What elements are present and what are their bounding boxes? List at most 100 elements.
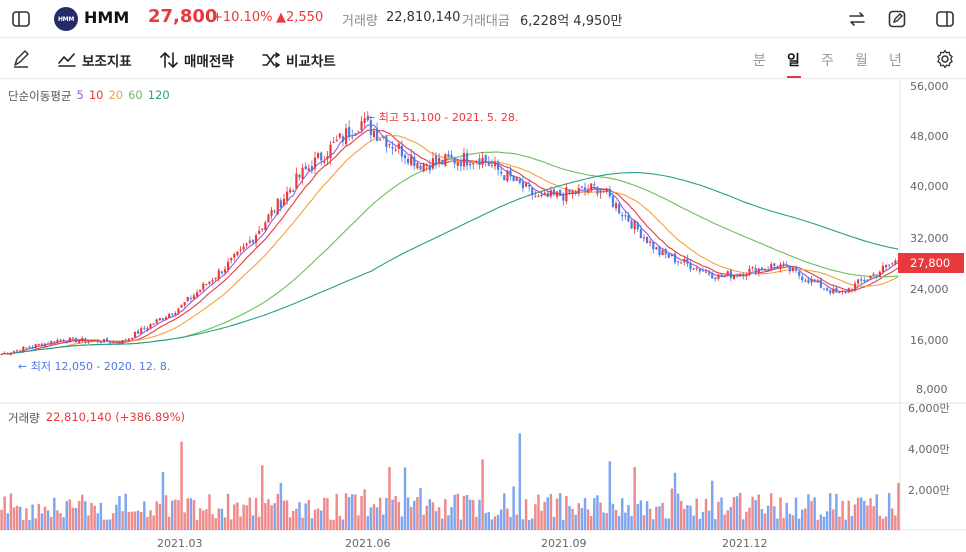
candle-body: [168, 313, 171, 318]
candle-body: [34, 344, 37, 349]
volume-bar: [711, 480, 714, 530]
volume-bar: [391, 499, 394, 530]
candle-body: [205, 284, 208, 286]
volume-bar: [285, 500, 289, 530]
volume-bar: [9, 493, 13, 530]
volume-bar: [850, 515, 854, 530]
volume-bar: [732, 497, 736, 530]
volume-bar: [577, 503, 581, 530]
candle-body: [847, 288, 850, 293]
candle-body: [565, 187, 568, 202]
candle-body: [549, 190, 552, 197]
candle-body: [363, 118, 366, 123]
settings-gear-icon[interactable]: [934, 48, 956, 70]
candle-body: [161, 318, 165, 320]
volume-bar: [481, 459, 484, 530]
candle-body: [81, 338, 84, 342]
volume-bar: [462, 495, 466, 530]
volume-bar: [62, 517, 65, 530]
compare-chart-button[interactable]: 비교차트: [262, 50, 336, 70]
sort-arrows-icon: [160, 52, 178, 68]
candle-body: [242, 246, 245, 250]
volume-bar: [801, 509, 804, 530]
volume-bar: [189, 498, 193, 530]
volume-bar: [555, 498, 559, 530]
volume-bar: [422, 514, 425, 530]
indicators-button[interactable]: 보조지표: [58, 50, 132, 70]
volume-bar: [521, 519, 525, 530]
period-week[interactable]: 주: [821, 53, 834, 69]
volume-bar: [791, 515, 795, 530]
candle-body: [326, 156, 329, 160]
period-month[interactable]: 월: [855, 53, 868, 69]
volume-bar: [835, 493, 838, 530]
volume-bar: [316, 508, 320, 530]
price-axis-tick: 32,000: [910, 232, 949, 245]
volume-bar: [751, 496, 754, 530]
candle-body: [888, 264, 891, 266]
drawing-pen-icon[interactable]: [10, 48, 32, 70]
compare-chart-label: 비교차트: [286, 54, 336, 70]
volume-bar: [347, 497, 351, 530]
volume-bar: [562, 520, 565, 530]
volume-bar: [658, 506, 661, 530]
volume-bar: [788, 513, 792, 530]
volume-bar: [453, 494, 456, 530]
candle-body: [590, 183, 593, 190]
volume-bar: [43, 506, 47, 530]
candle-body: [332, 142, 335, 144]
candle-body: [121, 340, 124, 344]
volume-bar: [518, 433, 522, 530]
ma-60-label: 60: [128, 88, 143, 102]
strategy-button[interactable]: 매매전략: [160, 50, 234, 70]
volume-bar: [388, 467, 391, 530]
candle-body: [751, 266, 754, 268]
volume-bar: [667, 518, 671, 530]
panel-toggle-icon[interactable]: [934, 8, 956, 30]
candle-body: [407, 158, 410, 164]
candle-body: [428, 165, 431, 171]
ma-10-line: [1, 128, 899, 355]
volume-bar: [211, 514, 214, 530]
candle-body: [434, 155, 438, 163]
candle-body: [472, 163, 475, 165]
indicator-chart-icon: [58, 53, 76, 67]
volume-bar: [329, 519, 332, 530]
period-year[interactable]: 년: [889, 53, 902, 69]
candle-body: [307, 168, 310, 171]
candle-body: [853, 283, 857, 291]
volume-bar: [323, 497, 326, 530]
candle-body: [444, 154, 447, 166]
volume-bar: [679, 501, 683, 530]
candle-body: [239, 249, 242, 251]
volume-label: 거래량: [342, 14, 378, 29]
volume-bar: [304, 503, 307, 530]
volume-bar: [257, 516, 261, 530]
volume-bar: [673, 472, 677, 530]
candle-body: [562, 194, 565, 201]
candle-body: [304, 166, 307, 170]
ma-20-label: 20: [108, 88, 124, 102]
x-axis-tick: 2021.09: [541, 537, 587, 550]
volume-value: 22,810,140: [386, 10, 461, 25]
sidebar-toggle-icon[interactable]: [10, 8, 32, 30]
volume-bar: [177, 500, 180, 530]
volume-bar: [149, 510, 152, 530]
volume-bar: [794, 497, 798, 530]
volume-bar: [354, 494, 357, 530]
candle-body: [701, 270, 705, 272]
candle-body: [757, 268, 760, 274]
volume-bar: [124, 493, 127, 530]
edit-icon[interactable]: [886, 8, 908, 30]
swap-icon[interactable]: [846, 8, 868, 30]
candle-body: [6, 353, 9, 355]
volume-bar: [335, 493, 338, 530]
period-day[interactable]: 일: [787, 53, 800, 69]
candle-body: [636, 222, 639, 230]
price-chart[interactable]: [0, 80, 966, 552]
amount-value: 6,228억 4,950만: [520, 14, 623, 29]
candle-body: [776, 266, 779, 268]
period-minute[interactable]: 분: [753, 53, 766, 69]
candle-body: [394, 149, 397, 151]
volume-bar: [568, 506, 571, 530]
